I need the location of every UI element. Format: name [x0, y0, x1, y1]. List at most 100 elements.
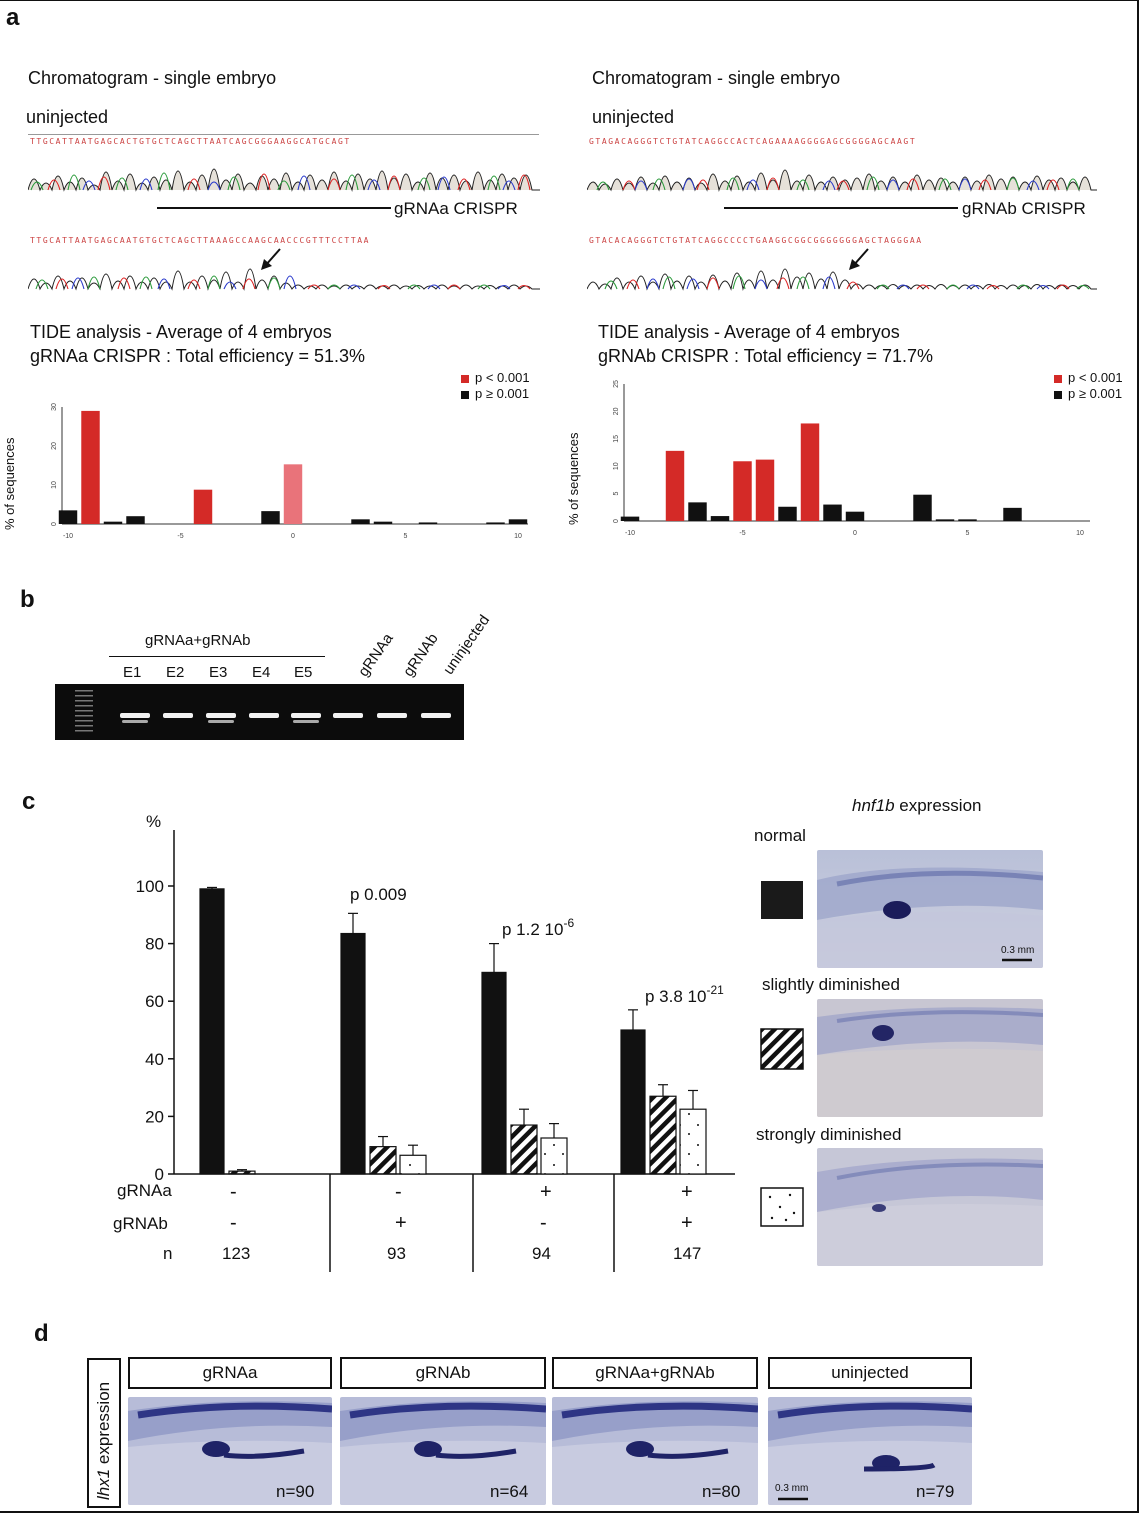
x-tick-label: -5 [177, 533, 183, 540]
lhx1-condition-label: gRNAa+gRNAb [552, 1357, 758, 1389]
gel-band [163, 713, 193, 718]
tide-bar [193, 489, 213, 524]
x-tick-label: -10 [63, 533, 73, 540]
ladder-band [75, 710, 93, 712]
y-axis-unit: % [146, 812, 162, 831]
chromatogram-heading-left: Chromatogram - single embryo [28, 68, 277, 88]
trace-rule [28, 134, 539, 135]
ladder-band [75, 700, 93, 702]
p-value: p 1.2 10-6 [502, 916, 574, 939]
x-tick-label: -10 [625, 530, 635, 537]
bar-normal [199, 888, 225, 1175]
gel-band-lower [122, 720, 148, 723]
gel-band [333, 713, 363, 718]
bar-normal [340, 932, 366, 1175]
tide-bar [1003, 507, 1022, 521]
legend-swatch [1054, 390, 1062, 399]
gel-band [249, 713, 279, 718]
lhx1-n-count: n=80 [702, 1482, 741, 1501]
legend-swatch-strong [760, 1187, 804, 1227]
legend-strong-label: strongly diminished [756, 1125, 902, 1144]
y-axis-label-right: % of sequences [566, 432, 581, 525]
embryo-photo-strong [817, 1148, 1043, 1266]
ladder-band [75, 720, 93, 722]
y-tick-label: 80 [145, 935, 164, 954]
sequence-bottom-right: GTACACAGGGTCTGTATCAGGCCCCTGAAGGCGGCGGGGG… [589, 236, 923, 245]
y-tick-label: 20 [145, 1107, 164, 1126]
n-value: 94 [532, 1244, 551, 1263]
lhx1-n-count: n=79 [916, 1482, 955, 1501]
p-value-base: p 1.2 10 [502, 920, 563, 939]
legend-swatch [461, 390, 469, 399]
grnab-sign: + [681, 1212, 693, 1234]
legend-sig-text: p < 0.001 [1068, 370, 1123, 385]
gel-band [291, 713, 321, 718]
scale-bar-label-d: 0.3 mm [775, 1483, 809, 1494]
y-tick-label: 10 [51, 481, 58, 489]
sequence-top-left: TTGCATTAATGAGCACTGTGCTCAGCTTAATCAGCGGGAA… [30, 137, 351, 146]
gel-band-lower [293, 720, 319, 723]
uninjected-label-right: uninjected [592, 107, 675, 127]
legend-nonsig-text: p ≥ 0.001 [1068, 386, 1123, 401]
arrow-icon [261, 248, 281, 270]
x-tick-label: -5 [739, 530, 745, 537]
p-value-base: p 3.8 10 [645, 987, 706, 1006]
y-axis-label-left: % of sequences [2, 437, 17, 530]
y-tick-label: 10 [613, 462, 620, 470]
crispr-label-right: gRNAb CRISPR [962, 199, 1086, 218]
x-tick-label: 0 [291, 533, 295, 540]
gel-background [55, 684, 464, 740]
tide-line1-left: TIDE analysis - Average of 4 embryos [30, 322, 332, 342]
tide-line2-right: gRNAb CRISPR : Total efficiency = 71.7% [598, 346, 933, 366]
lane-label: E3 [209, 664, 228, 681]
tide-bar [778, 506, 797, 521]
tide-bar [351, 519, 370, 524]
tide-chart-left: -10 -5 0 5 10 0 10 20 30 [51, 403, 528, 540]
lane-label: E1 [123, 664, 142, 681]
tide-bar [373, 521, 393, 524]
bar-normal [620, 1029, 646, 1175]
x-tick-label: 10 [1076, 530, 1084, 537]
y-tick-label: 25 [613, 380, 620, 388]
agarose-gel [55, 684, 464, 740]
ladder-band [75, 725, 93, 727]
ladder-band [75, 705, 93, 707]
legend-swatch-slight [760, 1028, 804, 1070]
tide-chart-right: -10 -5 0 5 10 0 5 10 15 20 25 [613, 380, 1090, 537]
lane-label: E2 [166, 664, 185, 681]
panel-b-label: b [20, 586, 35, 613]
row-label-grnaa: gRNAa [117, 1181, 172, 1200]
crispr-line-left [157, 207, 391, 209]
grnaa-sign: + [681, 1181, 693, 1203]
grnab-sign: + [395, 1212, 407, 1234]
p-value: p 0.009 [350, 885, 407, 904]
lane-label: E4 [252, 664, 271, 681]
tide-bar [755, 459, 775, 521]
row-label-n: n [163, 1244, 173, 1263]
tide-bar [126, 516, 145, 524]
y-tick-label: 0 [51, 522, 58, 526]
legend-swatch [1054, 374, 1062, 383]
legend-sig-left: p < 0.001 [461, 370, 530, 385]
y-tick-label: 15 [613, 435, 620, 443]
legend-title-rest: expression [894, 796, 982, 815]
phenotype-bar-chart: 0 20 40 60 80 100 p 0.009 p 1.2 10-6 p 3.8 10-21 [136, 830, 735, 1272]
tide-bar [845, 511, 865, 521]
lhx1-embryo-photo [128, 1397, 332, 1505]
sequence-bottom-left: TTGCATTAATGAGCAATGTGCTCAGCTTAAAGCCAAGCAA… [30, 236, 371, 245]
y-tick-label: 0 [613, 519, 620, 523]
legend-normal-label: normal [754, 826, 806, 845]
legend-sig-text: p < 0.001 [475, 370, 530, 385]
lhx1-condition-label: uninjected [768, 1357, 972, 1389]
ladder-band [75, 715, 93, 717]
tide-bar [913, 494, 932, 521]
legend-nonsig-right: p ≥ 0.001 [1054, 386, 1122, 401]
chromatogram-trace-top-right [587, 169, 1097, 192]
tide-line2-left: gRNAa CRISPR : Total efficiency = 51.3% [30, 346, 365, 366]
ladder-band [75, 695, 93, 697]
tide-bar [823, 504, 842, 521]
crispr-label-left: gRNAa CRISPR [394, 199, 518, 218]
lhx1-embryo-photo [340, 1397, 546, 1505]
tide-bar [710, 516, 730, 521]
